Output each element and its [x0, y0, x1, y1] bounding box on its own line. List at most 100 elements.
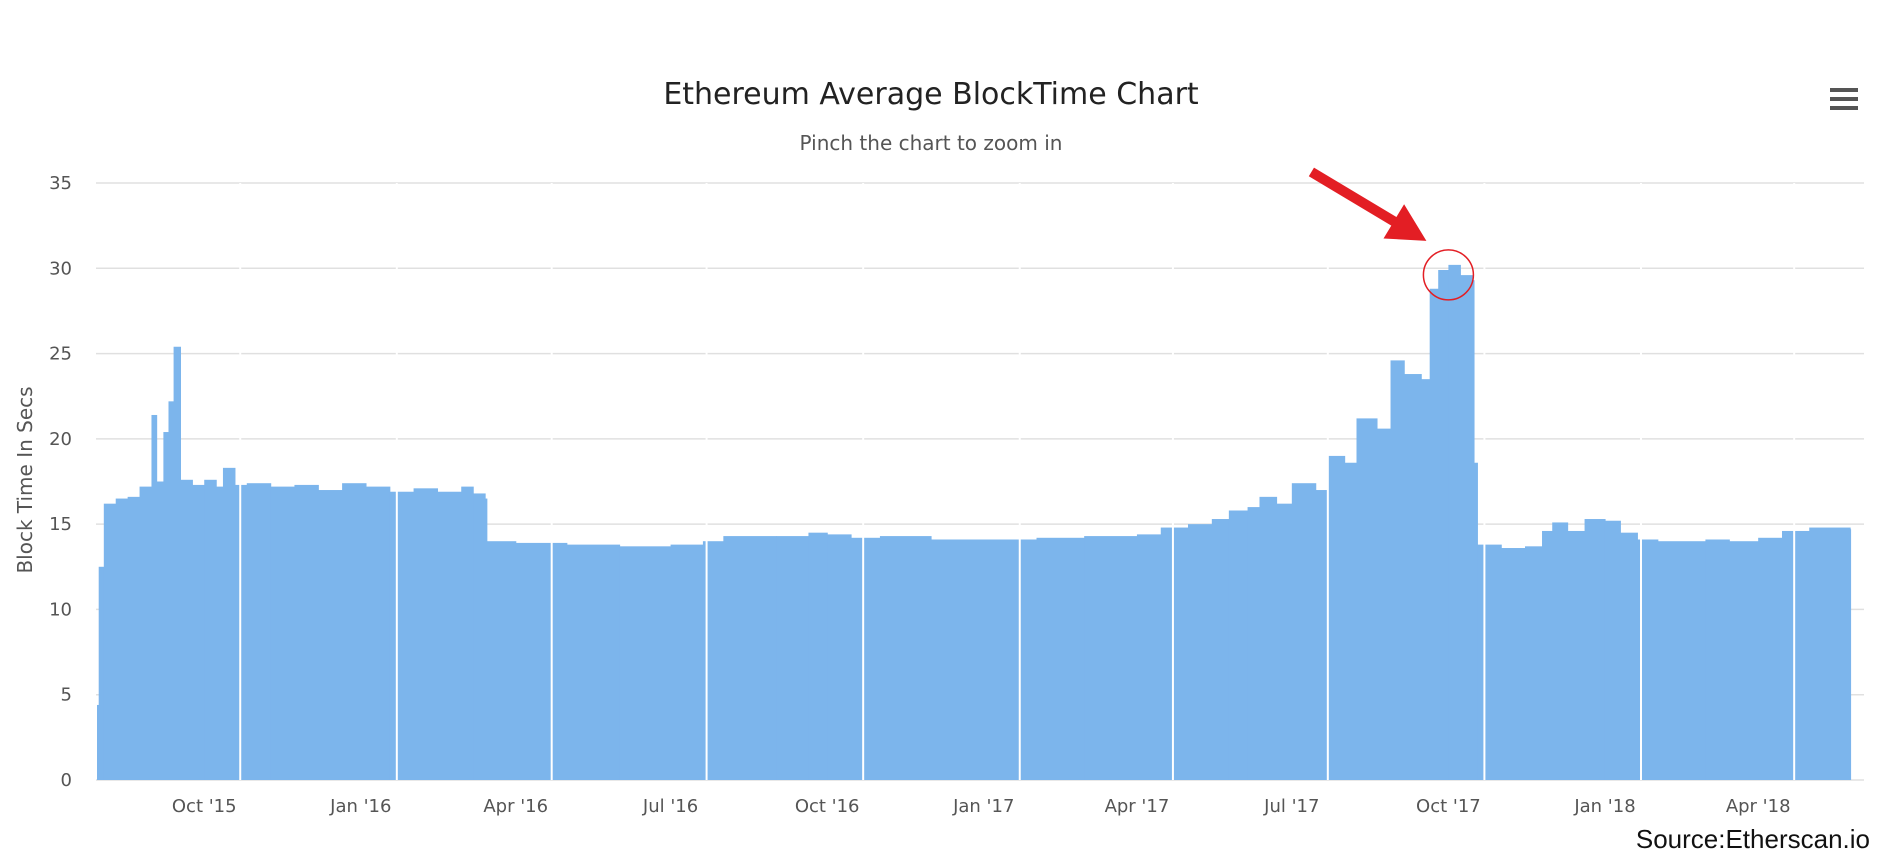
bar	[156, 481, 164, 780]
bar	[1567, 530, 1586, 780]
bar	[776, 536, 810, 780]
y-tick-label: 35	[49, 173, 72, 194]
bar	[127, 496, 141, 780]
bar	[204, 479, 217, 780]
bar	[342, 483, 367, 780]
bar	[485, 498, 488, 780]
bar	[180, 479, 193, 780]
bar	[365, 486, 391, 780]
chart-subtitle: Pinch the chart to zoom in	[800, 131, 1063, 155]
bar	[1259, 496, 1278, 780]
bar	[1705, 539, 1730, 780]
bar	[515, 542, 568, 780]
bar	[1084, 536, 1138, 780]
bar	[216, 486, 224, 780]
x-tick-label: Apr '18	[1726, 796, 1791, 817]
bar	[1276, 503, 1293, 780]
bar	[270, 486, 296, 780]
bar	[1477, 544, 1502, 780]
bar	[808, 532, 828, 780]
bar	[566, 544, 621, 780]
x-tick-label: Apr '16	[483, 796, 548, 817]
bar	[1136, 534, 1162, 780]
bar	[1542, 530, 1553, 780]
bar	[163, 432, 170, 780]
bar	[1291, 483, 1317, 780]
bar	[151, 414, 158, 780]
bar	[1404, 374, 1422, 780]
x-tick-label: Jul '17	[1263, 796, 1319, 817]
bar	[222, 467, 236, 780]
x-tick-label: Oct '17	[1416, 796, 1481, 817]
x-axis-ticks: Oct '15 Jan '16 Apr '16 Jul '16 Oct '16 Jan '…	[172, 796, 1791, 817]
bar	[879, 536, 932, 780]
bar	[1390, 360, 1405, 780]
bar	[1187, 524, 1213, 780]
bar	[670, 544, 704, 780]
bar	[192, 484, 205, 780]
peak-annotation	[1308, 167, 1475, 301]
bar	[1429, 288, 1439, 780]
chart-title: Ethereum Average BlockTime Chart	[663, 77, 1199, 112]
bar	[139, 486, 153, 780]
bar	[98, 566, 105, 780]
bar	[1315, 490, 1329, 780]
bar	[168, 401, 175, 780]
bar	[97, 704, 100, 780]
bar	[1160, 527, 1189, 780]
y-tick-label: 30	[49, 258, 72, 279]
hamburger-menu-icon[interactable]	[1830, 88, 1858, 110]
bar	[1604, 520, 1621, 780]
x-tick-label: Apr '17	[1105, 796, 1170, 817]
bar	[702, 541, 724, 780]
bar	[294, 484, 319, 780]
bar	[1211, 519, 1230, 780]
bar	[1247, 507, 1261, 780]
bar	[1552, 522, 1569, 780]
bar	[1850, 529, 1852, 780]
bar	[1228, 510, 1249, 780]
bar	[1460, 275, 1473, 780]
bar	[1657, 541, 1707, 780]
bar	[413, 488, 439, 780]
y-tick-label: 0	[61, 770, 72, 791]
bar	[115, 498, 129, 780]
bar	[1376, 428, 1392, 780]
bar	[1620, 532, 1638, 780]
y-axis-ticks: 0 5 10 15 20 25 30 35	[49, 173, 72, 791]
bar	[1501, 548, 1526, 780]
y-tick-label: 15	[49, 514, 72, 535]
bar	[1758, 537, 1783, 780]
bar	[1421, 379, 1431, 780]
bar	[318, 490, 343, 780]
bar	[1344, 462, 1358, 780]
x-tick-label: Oct '15	[172, 796, 237, 817]
bar	[619, 546, 672, 780]
source-label: Source:Etherscan.io	[1636, 824, 1870, 854]
bar-series	[97, 264, 1852, 781]
bar	[1448, 264, 1461, 781]
bar	[827, 534, 852, 780]
bar	[1729, 541, 1759, 780]
bar	[486, 541, 517, 780]
bar	[1327, 455, 1346, 780]
bar	[983, 539, 1038, 780]
bar	[473, 493, 486, 780]
bar	[246, 483, 272, 780]
annotation-circle	[1422, 249, 1475, 301]
bar	[1438, 269, 1450, 780]
bar	[1782, 530, 1810, 780]
y-tick-label: 25	[49, 344, 72, 365]
bar	[389, 491, 415, 780]
y-tick-label: 5	[61, 685, 72, 706]
bar-gaps	[239, 183, 1796, 780]
bar	[1637, 539, 1659, 780]
bar	[1036, 537, 1085, 780]
bar	[1472, 280, 1475, 780]
x-tick-label: Jul '16	[642, 796, 698, 817]
bar	[461, 486, 474, 780]
bar	[723, 536, 777, 780]
bar	[1356, 418, 1378, 780]
x-tick-label: Jan '18	[1573, 796, 1635, 817]
